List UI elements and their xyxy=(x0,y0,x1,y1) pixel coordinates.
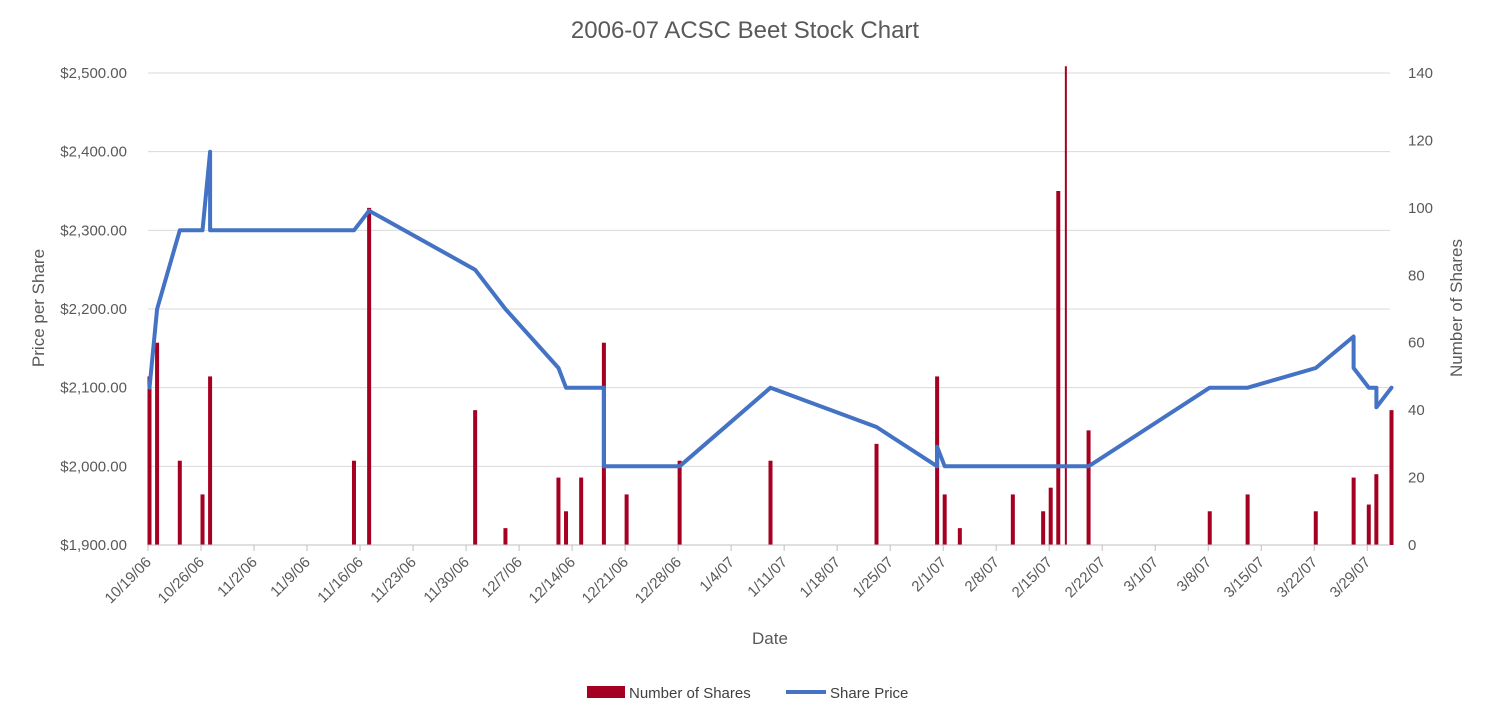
legend-swatch-bars xyxy=(587,686,625,698)
bar xyxy=(579,477,584,545)
bar xyxy=(1041,511,1046,545)
x-tick-label: 1/18/07 xyxy=(797,554,844,601)
x-tick-label: 10/19/06 xyxy=(102,554,155,607)
bar xyxy=(1313,511,1318,545)
bar xyxy=(1374,474,1379,545)
x-tick-label: 1/4/07 xyxy=(696,554,738,596)
chart-title: 2006-07 ACSC Beet Stock Chart xyxy=(571,17,920,44)
y-right-tick-label: 40 xyxy=(1408,402,1425,419)
y-left-tick-label: $2,300.00 xyxy=(60,222,127,239)
bar xyxy=(1010,494,1015,545)
y-axis-right-title: Number of Shares xyxy=(1447,239,1466,377)
bar xyxy=(1207,511,1212,545)
y-right-tick-label: 140 xyxy=(1408,65,1433,82)
bar xyxy=(155,342,160,545)
x-tick-label: 2/1/07 xyxy=(908,554,950,596)
y-axis-left-title: Price per Share xyxy=(29,249,48,367)
share-price-line xyxy=(147,149,1394,469)
y-left-tick-label: $2,100.00 xyxy=(60,380,127,397)
bar xyxy=(1048,487,1053,545)
bar xyxy=(768,460,773,545)
bar xyxy=(1389,410,1394,545)
y-right-tick-label: 20 xyxy=(1408,470,1425,487)
y-left-tick-label: $2,500.00 xyxy=(60,65,127,82)
y-left-tick-label: $1,900.00 xyxy=(60,537,127,554)
x-tick-label: 11/23/06 xyxy=(367,554,420,607)
x-tick-label: 3/8/07 xyxy=(1174,554,1216,596)
legend-label-line: Share Price xyxy=(830,685,908,702)
bar xyxy=(1351,477,1356,545)
x-tick-label: 2/22/07 xyxy=(1062,554,1109,601)
bar xyxy=(556,477,561,545)
bar xyxy=(503,528,508,545)
x-axis-title: Date xyxy=(752,629,788,648)
bar xyxy=(1366,504,1371,545)
bar xyxy=(677,460,682,545)
bar xyxy=(200,494,205,545)
bar-series xyxy=(147,66,1394,545)
x-tick-label: 2/8/07 xyxy=(962,554,1004,596)
bar xyxy=(957,528,962,545)
bar xyxy=(208,376,213,545)
bar xyxy=(564,511,569,545)
y-left-tick-label: $2,000.00 xyxy=(60,458,127,475)
legend: Number of Shares Share Price xyxy=(587,685,908,702)
y-right-tick-label: 120 xyxy=(1408,132,1433,149)
y-right-tick-label: 0 xyxy=(1408,537,1416,554)
x-tick-label: 12/28/06 xyxy=(632,554,685,607)
x-tick-label: 1/11/07 xyxy=(744,554,791,601)
y-right-tick-label: 80 xyxy=(1408,267,1425,284)
bar xyxy=(177,460,182,545)
bar xyxy=(624,494,629,545)
x-tick-label: 11/16/06 xyxy=(314,554,367,607)
y-left-tick-label: $2,400.00 xyxy=(60,144,127,161)
x-tick-label: 1/25/07 xyxy=(850,554,897,601)
bar xyxy=(1056,191,1061,545)
bar xyxy=(367,207,372,545)
x-tick-label: 11/2/06 xyxy=(214,554,261,601)
bar xyxy=(874,443,879,545)
gridlines xyxy=(148,72,1390,467)
x-tick-label: 3/15/07 xyxy=(1221,554,1268,601)
bar xyxy=(1086,430,1091,545)
x-tick-label: 2/15/07 xyxy=(1009,554,1056,601)
legend-label-bars: Number of Shares xyxy=(629,685,751,702)
x-tick-label: 11/9/06 xyxy=(267,554,314,601)
x-tick-label: 12/7/06 xyxy=(479,554,526,601)
y-left-tick-label: $2,200.00 xyxy=(60,301,127,318)
x-tick-label: 3/22/07 xyxy=(1274,554,1321,601)
bar xyxy=(147,376,152,545)
x-tick-label: 3/1/07 xyxy=(1121,554,1163,596)
x-tick-label: 3/29/07 xyxy=(1327,554,1374,601)
line-series xyxy=(147,149,1394,469)
x-tick-label: 12/21/06 xyxy=(579,554,632,607)
bar xyxy=(351,460,356,545)
bar xyxy=(942,494,947,545)
x-tick-label: 11/30/06 xyxy=(420,554,473,607)
y-right-tick-label: 60 xyxy=(1408,335,1425,352)
axes: $1,900.00 $2,000.00 $2,100.00 $2,200.00 $2,3… xyxy=(60,65,1433,607)
bar xyxy=(473,410,478,545)
bar xyxy=(1064,66,1067,545)
x-tick-label: 10/26/06 xyxy=(155,554,208,607)
y-right-tick-label: 100 xyxy=(1408,200,1433,217)
x-tick-label: 12/14/06 xyxy=(526,554,579,607)
bar xyxy=(1245,494,1250,545)
